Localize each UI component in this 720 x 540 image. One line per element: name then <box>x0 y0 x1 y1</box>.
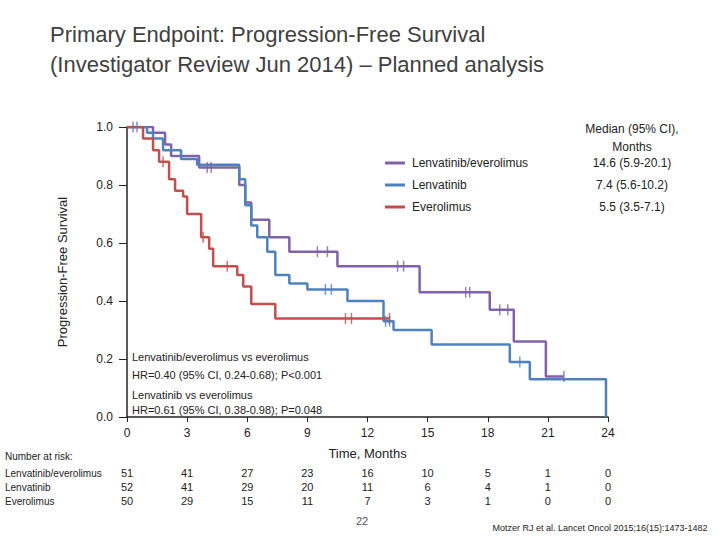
svg-text:Motzer RJ et al. Lancet Oncol: Motzer RJ et al. Lancet Oncol 2015;16(15… <box>492 523 707 533</box>
svg-text:0: 0 <box>605 495 611 507</box>
svg-text:Lenvatinib vs everolimus: Lenvatinib vs everolimus <box>132 389 253 401</box>
svg-text:Lenvatinib: Lenvatinib <box>5 482 51 493</box>
svg-text:51: 51 <box>121 467 133 479</box>
svg-text:11: 11 <box>362 481 373 493</box>
svg-text:12: 12 <box>361 426 375 440</box>
svg-text:15: 15 <box>421 426 435 440</box>
svg-text:3: 3 <box>184 426 191 440</box>
svg-text:1: 1 <box>545 467 551 479</box>
svg-text:52: 52 <box>121 481 133 493</box>
svg-text:0.4: 0.4 <box>96 294 113 308</box>
svg-text:15: 15 <box>241 495 253 507</box>
svg-text:0.2: 0.2 <box>96 352 113 366</box>
svg-text:23: 23 <box>301 467 313 479</box>
svg-text:Lenvatinib/everolimus: Lenvatinib/everolimus <box>412 156 528 170</box>
svg-text:27: 27 <box>241 467 253 479</box>
svg-text:6: 6 <box>244 426 251 440</box>
svg-text:HR=0.40 (95% CI, 0.24-0.68); P: HR=0.40 (95% CI, 0.24-0.68); P<0.001 <box>132 369 322 381</box>
svg-text:Primary Endpoint: Progression-: Primary Endpoint: Progression-Free Survi… <box>50 22 485 47</box>
svg-text:Time, Months: Time, Months <box>328 446 407 461</box>
svg-text:29: 29 <box>181 495 193 507</box>
svg-text:14.6 (5.9-20.1): 14.6 (5.9-20.1) <box>593 156 672 170</box>
svg-text:16: 16 <box>361 467 373 479</box>
svg-text:Everolimus: Everolimus <box>5 496 54 507</box>
svg-text:6: 6 <box>425 481 431 493</box>
svg-text:Everolimus: Everolimus <box>412 200 471 214</box>
svg-text:7.4 (5.6-10.2): 7.4 (5.6-10.2) <box>596 178 668 192</box>
svg-text:HR=0.61 (95% CI, 0.38-0.98); P: HR=0.61 (95% CI, 0.38-0.98); P=0.048 <box>132 404 322 416</box>
svg-text:0: 0 <box>545 495 551 507</box>
svg-text:7: 7 <box>364 495 370 507</box>
svg-text:(Investigator Review Jun 2014): (Investigator Review Jun 2014) – Planned… <box>50 52 544 77</box>
svg-text:1.0: 1.0 <box>96 120 113 134</box>
svg-text:22: 22 <box>356 515 368 527</box>
svg-text:18: 18 <box>481 426 495 440</box>
svg-text:10: 10 <box>422 467 434 479</box>
svg-text:5.5 (3.5-7.1): 5.5 (3.5-7.1) <box>599 200 664 214</box>
svg-text:11: 11 <box>302 495 313 507</box>
svg-text:0.6: 0.6 <box>96 236 113 250</box>
svg-text:Months: Months <box>612 140 651 154</box>
svg-text:0: 0 <box>605 481 611 493</box>
svg-text:21: 21 <box>541 426 555 440</box>
svg-text:Lenvatinib/everolimus vs evero: Lenvatinib/everolimus vs everolimus <box>132 351 309 363</box>
svg-text:24: 24 <box>601 426 615 440</box>
svg-text:29: 29 <box>241 481 253 493</box>
svg-text:5: 5 <box>485 467 491 479</box>
svg-text:20: 20 <box>301 481 313 493</box>
svg-text:0: 0 <box>605 467 611 479</box>
svg-text:Lenvatinib: Lenvatinib <box>412 178 467 192</box>
svg-text:0.0: 0.0 <box>96 410 113 424</box>
svg-text:0.8: 0.8 <box>96 178 113 192</box>
svg-text:41: 41 <box>181 481 193 493</box>
svg-text:Median (95% CI),: Median (95% CI), <box>585 122 678 136</box>
svg-text:Number at risk:: Number at risk: <box>5 451 73 462</box>
svg-text:1: 1 <box>485 495 491 507</box>
svg-text:Lenvatinib/everolimus: Lenvatinib/everolimus <box>5 468 102 479</box>
svg-text:4: 4 <box>485 481 491 493</box>
svg-text:0: 0 <box>124 426 131 440</box>
svg-text:Progression-Free Survival: Progression-Free Survival <box>55 197 70 347</box>
svg-text:41: 41 <box>181 467 193 479</box>
svg-text:1: 1 <box>545 481 551 493</box>
svg-text:3: 3 <box>425 495 431 507</box>
svg-text:9: 9 <box>304 426 311 440</box>
svg-text:50: 50 <box>121 495 133 507</box>
